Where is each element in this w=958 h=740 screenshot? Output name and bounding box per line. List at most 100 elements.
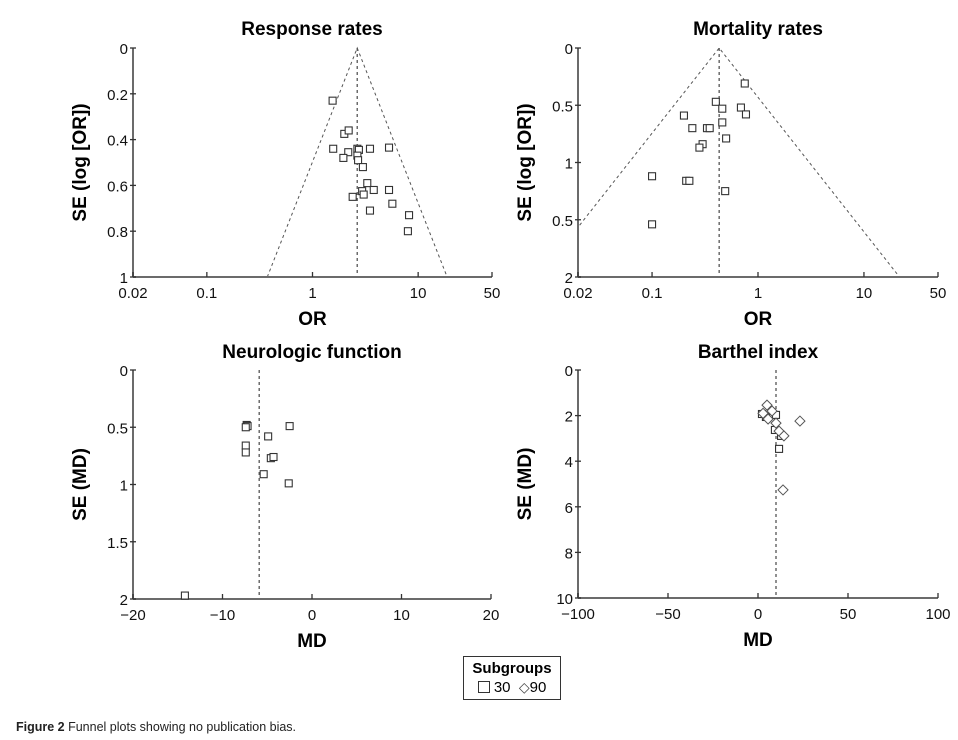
data-point-square [718,104,727,113]
funnel-boundary-line [578,47,900,277]
plot-neurologic: Neurologic function −20 −10 0 10 20 0 0.5 1 1.5 2 M… [70,342,499,652]
data-point-square [241,423,250,432]
data-point-diamond [761,399,773,411]
x-tick-label: 1 [308,285,316,302]
y-axis-label: SE (log [OR]) [70,103,91,221]
x-tick-label: 50 [840,606,857,623]
data-point-square [403,227,412,236]
data-point-square [359,190,368,199]
y-tick-label: 10 [556,591,573,608]
y-tick-label: 0.5 [107,420,128,437]
x-tick-label: 50 [930,285,947,302]
data-point-square [404,211,414,220]
data-point-square [358,163,367,172]
plot-barthel: Barthel index −100 −50 0 50 100 0 2 4 6 8 10 MD SE (M… [515,342,951,651]
x-tick-label: 0 [754,606,762,623]
y-axis-label: SE (log [OR]) [515,103,536,221]
y-tick-label: 0 [120,363,128,380]
x-tick-label: −100 [561,606,595,623]
y-tick-label: 2 [120,592,128,609]
y-tick-label: 0.2 [107,87,128,104]
x-axis-label: OR [744,309,773,330]
chart-title: Barthel index [698,342,819,363]
data-point-diamond [794,415,806,427]
data-point-square [284,479,293,488]
y-axis-label: SE (MD) [515,448,536,521]
x-tick-label: −10 [210,607,235,624]
y-tick-label: 2 [565,409,573,426]
data-point-square [329,144,338,153]
x-tick-label: 10 [856,285,873,302]
x-axis-label: OR [298,309,327,330]
x-tick-label: 0.02 [118,285,147,302]
y-tick-label: 0.6 [107,178,128,195]
data-point-square [241,441,250,450]
data-point-square [736,103,745,112]
data-point-diamond [757,407,769,420]
chart-title: Neurologic function [222,342,401,363]
y-tick-label: 0.5 [552,98,573,115]
data-point-square [688,124,697,133]
data-point-square [328,96,337,105]
data-point-square [705,124,714,133]
data-point-square [369,185,378,195]
data-point-square [775,444,784,453]
data-point-diamond [770,417,782,429]
data-point-square [241,448,250,457]
data-point-square [354,156,363,165]
data-point-diamond [762,413,774,425]
data-point-square [384,185,394,195]
y-tick-label: 0 [120,41,128,58]
data-point-square [388,199,397,208]
figure-caption: Figure 2 Funnel plots showing no publica… [16,720,296,734]
x-axis-label: MD [297,631,327,652]
y-tick-label: 0.5 [552,213,573,230]
y-axis-label: SE (MD) [70,448,91,521]
x-tick-label: 0.02 [563,285,592,302]
data-point-square [711,97,720,106]
square-marker-icon [477,681,490,693]
legend: Subgroups 30 ◇90 [463,656,561,700]
plot-response: Response rates 0.02 0.1 1 10 50 0 0.2 0.4 0.6 0.8 1… [70,19,500,330]
data-point-diamond [777,484,789,496]
data-point-square [285,422,294,431]
legend-label-90: 90 [529,679,547,696]
y-tick-label: 6 [565,500,573,517]
data-point-square [365,144,375,153]
data-point-square [348,192,357,201]
x-tick-label: 0.1 [642,285,663,302]
x-tick-label: −50 [655,606,680,623]
y-tick-label: 1 [120,478,128,495]
data-point-square [722,134,731,143]
x-tick-label: 10 [393,607,410,624]
data-point-square [344,148,353,157]
data-point-diamond [766,405,778,417]
data-point-square [695,143,704,152]
data-point-square [180,591,189,600]
x-tick-label: 50 [484,285,501,302]
y-tick-label: 1 [565,156,573,173]
legend-label-30: 30 [493,679,511,696]
data-point-square [679,111,688,120]
data-point-square [259,470,268,479]
data-point-square [721,187,730,196]
y-tick-label: 1 [120,270,128,287]
x-tick-label: 10 [410,285,427,302]
legend-title: Subgroups [472,660,552,677]
legend-row: 30 ◇90 [464,678,560,697]
data-point-square [363,179,372,188]
y-tick-label: 0 [565,363,573,380]
y-tick-label: 0.8 [107,224,128,241]
y-tick-label: 8 [565,545,573,562]
y-tick-label: 0.4 [107,133,128,150]
x-tick-label: 0 [308,607,316,624]
x-tick-label: 20 [483,607,500,624]
data-point-square [740,79,749,88]
y-tick-label: 4 [565,454,573,471]
chart-title: Mortality rates [693,19,823,40]
x-tick-label: −20 [120,607,145,624]
caption-label: Figure 2 [16,720,65,734]
plot-mortality: Mortality rates 0.02 0.1 1 10 50 0 0.5 1 0.5 2 OR SE… [515,19,946,330]
data-point-square [344,126,353,135]
